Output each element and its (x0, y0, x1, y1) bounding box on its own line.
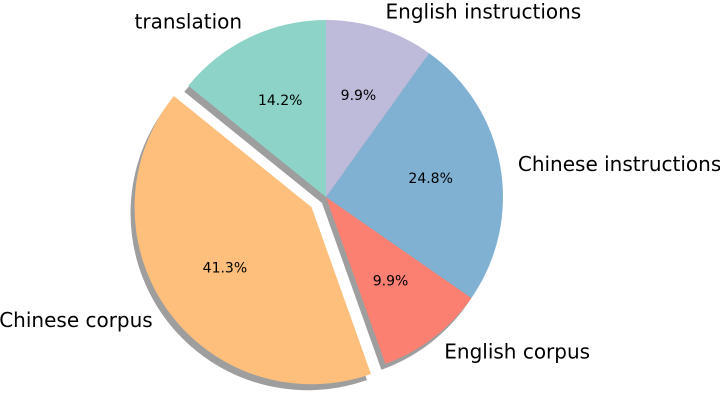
slice-chinese-corpus (134, 96, 371, 385)
slice-label-layer: translation Chinese corpus English corpus C… (0, 0, 720, 364)
pct-label-translation: 14.2% (258, 93, 302, 109)
slice-translation (188, 20, 326, 197)
slice-label-english-instructions: English instructions (386, 0, 582, 24)
pct-label-chinese-instructions: 24.8% (408, 171, 452, 187)
slice-layer (134, 19, 503, 385)
pct-label-english-instructions: 9.9% (341, 88, 377, 104)
slice-english-corpus (326, 197, 472, 364)
pct-label-layer: 14.2% 41.3% 9.9% 24.8% 9.9% (203, 88, 453, 289)
slice-label-translation: translation (135, 9, 243, 33)
pct-label-chinese-corpus: 41.3% (203, 261, 247, 277)
slice-label-english-corpus: English corpus (444, 340, 590, 364)
slice-english-instructions (326, 19, 430, 197)
slice-label-chinese-corpus: Chinese corpus (0, 308, 153, 332)
slice-label-chinese-instructions: Chinese instructions (518, 152, 720, 176)
slice-chinese-instructions (326, 53, 503, 299)
pct-label-english-corpus: 9.9% (373, 273, 409, 289)
